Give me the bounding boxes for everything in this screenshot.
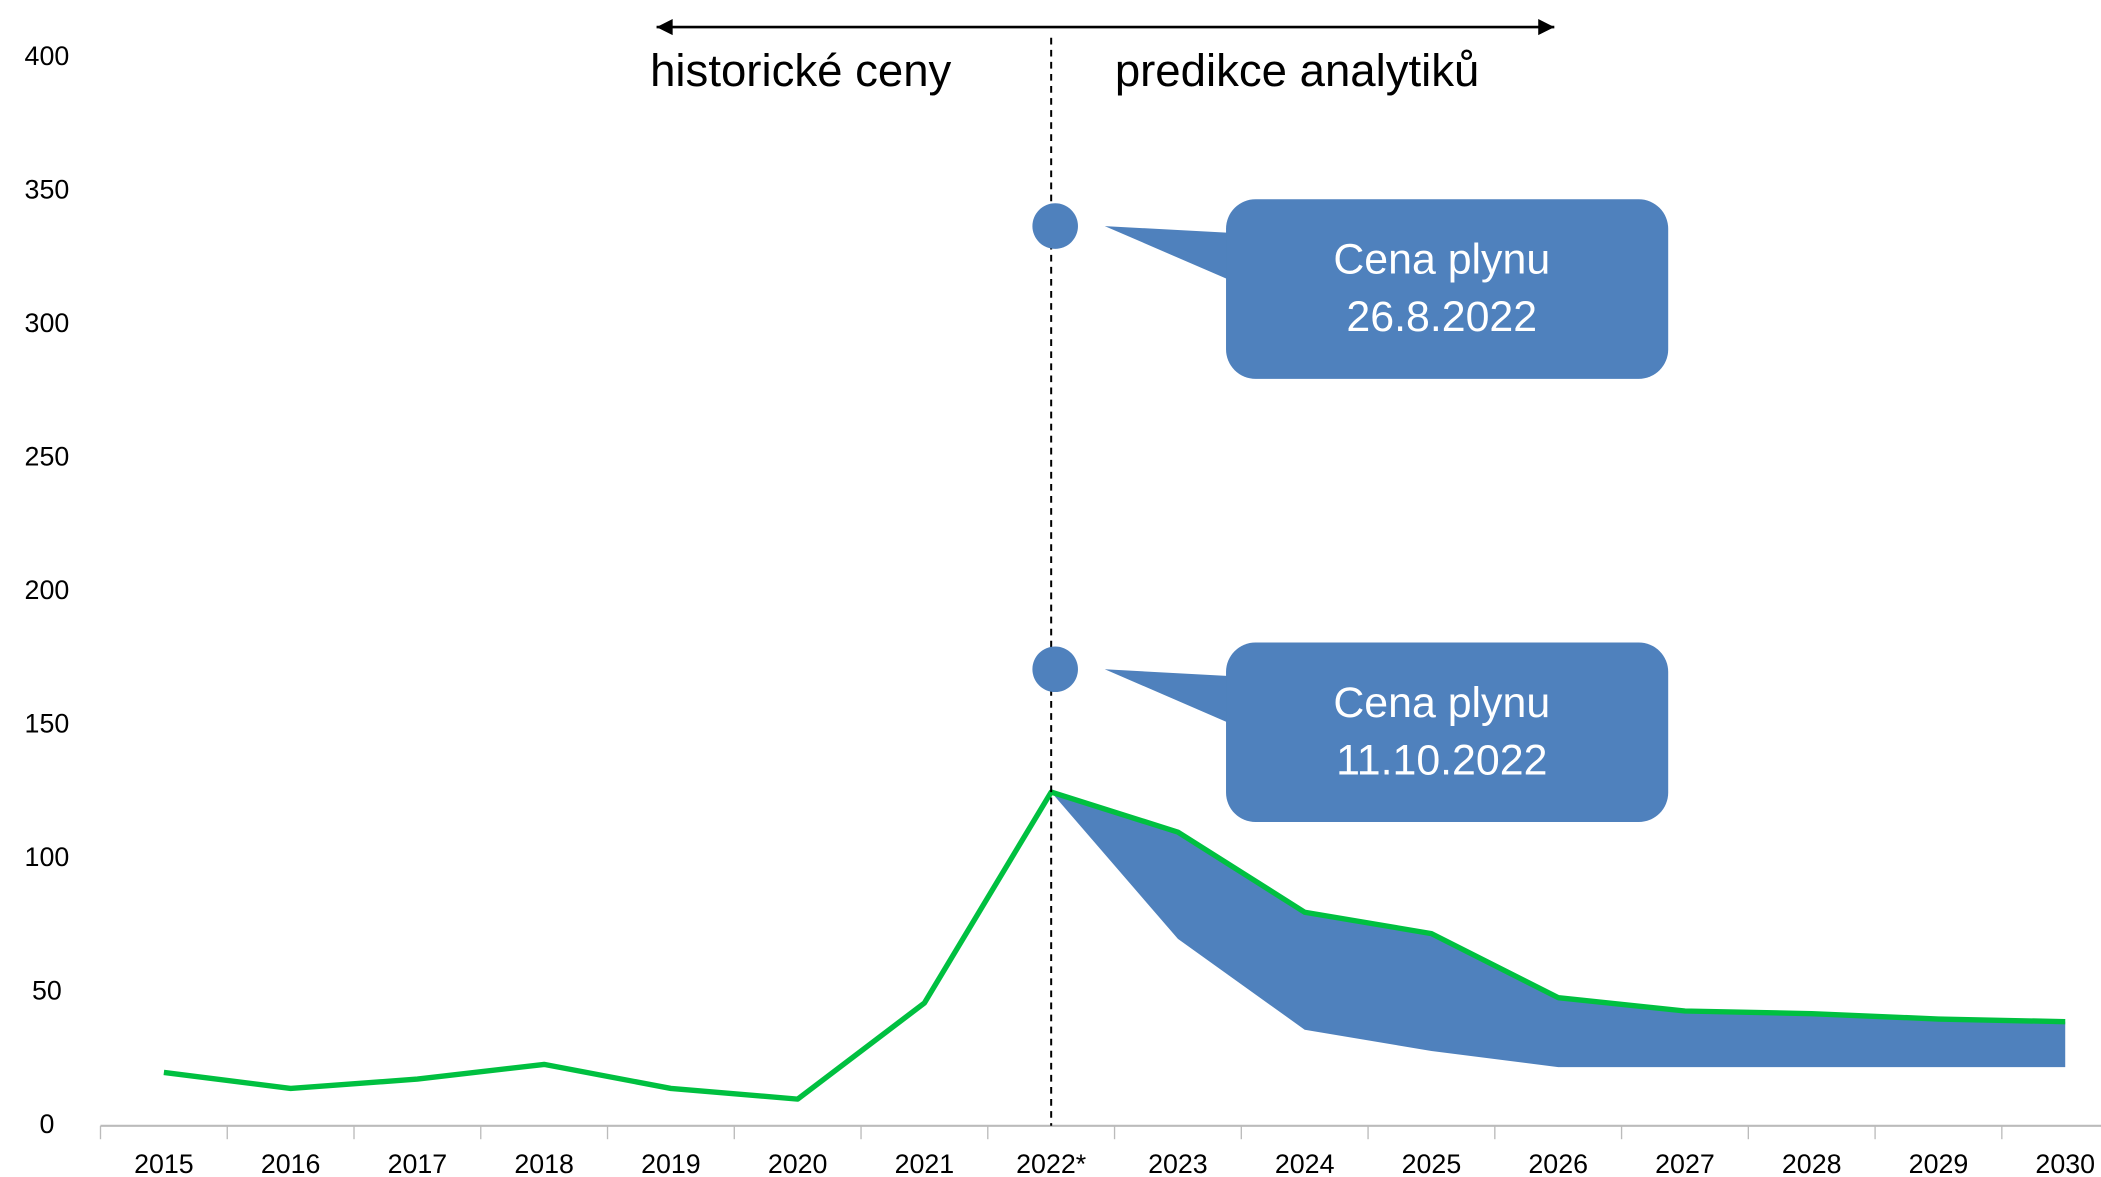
x-tick-label: 2023 <box>1148 1149 1208 1177</box>
x-tick-label: 2029 <box>1909 1149 1969 1177</box>
line <box>163 789 2066 1102</box>
x-tick-label: 2018 <box>514 1149 574 1177</box>
callout <box>1226 199 1669 379</box>
annotation: historické ceny <box>650 45 951 96</box>
y-tick-label: 150 <box>25 708 70 738</box>
y-tick-label: 350 <box>25 174 70 204</box>
callout-text: 26.8.2022 <box>1346 293 1537 341</box>
y-tick-label: 300 <box>25 308 70 338</box>
y-tick-label: 100 <box>25 842 70 872</box>
x-tick-label: 2020 <box>768 1149 828 1177</box>
arrow-head <box>656 19 673 36</box>
y-tick-label: 250 <box>25 441 70 471</box>
x-tick-label: 2025 <box>1402 1149 1462 1177</box>
callout-pointer <box>1104 669 1229 723</box>
x-tick-label: 2016 <box>261 1149 321 1177</box>
x-tick-label: 2021 <box>895 1149 955 1177</box>
x-tick-label: 2019 <box>641 1149 701 1177</box>
callout-text: Cena plynu <box>1333 679 1550 727</box>
y-tick-label: 0 <box>39 1109 54 1139</box>
x-tick-label: 2024 <box>1275 1149 1335 1177</box>
forecast-band <box>1051 792 2066 1068</box>
y-tick-label: 50 <box>32 975 62 1005</box>
y-tick-label: 400 <box>25 41 70 71</box>
x-tick-label: 2015 <box>134 1149 194 1177</box>
x-tick-label: 2026 <box>1528 1149 1588 1177</box>
x-tick-label: 2027 <box>1655 1149 1715 1177</box>
callout-text: Cena plynu <box>1333 236 1550 284</box>
x-tick-label: 2030 <box>2035 1149 2095 1177</box>
callout-pointer <box>1104 226 1229 280</box>
y-tick-label: 200 <box>25 575 70 605</box>
x-tick-label: 2028 <box>1782 1149 1842 1177</box>
arrow-head <box>1538 19 1555 36</box>
x-tick-label: 2017 <box>388 1149 448 1177</box>
annotation: predikce analytiků <box>1115 45 1480 96</box>
point <box>1032 646 1078 693</box>
point <box>1032 203 1078 249</box>
x-tick-label: 2022* <box>1016 1149 1086 1177</box>
callout-text: 11.10.2022 <box>1336 736 1547 784</box>
callout <box>1226 642 1669 823</box>
